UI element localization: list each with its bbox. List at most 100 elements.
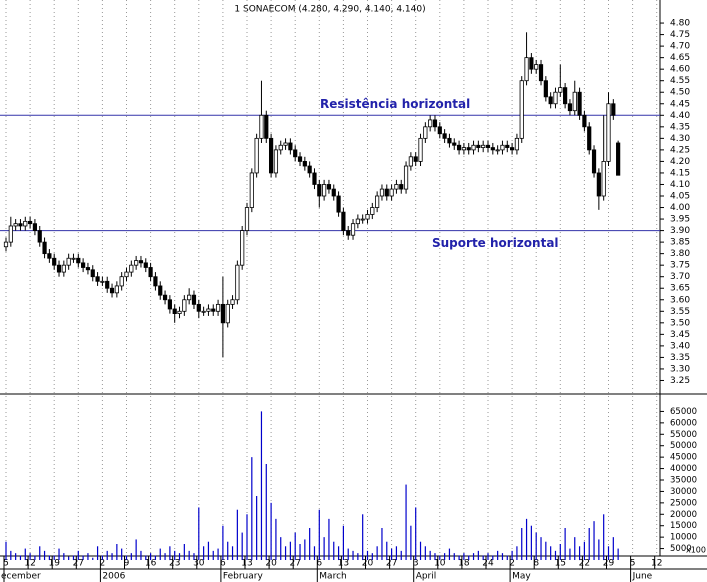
- candle-body: [215, 303, 221, 312]
- x-tick-label: 29: [603, 559, 615, 569]
- candle-body: [32, 223, 38, 231]
- y-tick-label: 3.45: [670, 330, 690, 340]
- candle-body: [341, 211, 346, 231]
- candle-body: [360, 218, 365, 221]
- y2-tick-label: 65000: [670, 407, 697, 417]
- candle-body: [509, 147, 515, 151]
- y2-tick-label: 40000: [670, 464, 697, 474]
- y2-tick-label: 5000: [670, 544, 692, 554]
- candle-body: [235, 264, 240, 301]
- x-tick-label: 8: [533, 559, 539, 569]
- y-tick-label: 4.10: [670, 180, 690, 190]
- candle-body: [278, 144, 283, 151]
- candle-body: [297, 156, 303, 162]
- candle-body: [206, 308, 211, 312]
- candle-body: [408, 156, 413, 167]
- candle-body: [71, 257, 76, 260]
- candle-body: [322, 184, 327, 197]
- x-tick-label: 5: [630, 559, 636, 569]
- candle-body: [283, 142, 288, 146]
- candle-body: [143, 262, 148, 268]
- y-tick-label: 4.60: [670, 65, 690, 75]
- y-tick-label: 4.70: [670, 42, 690, 52]
- x-tick-label: 30: [193, 559, 205, 569]
- y-tick-label: 4.15: [670, 168, 690, 178]
- candle-body: [490, 147, 495, 151]
- y-tick-label: 3.55: [670, 307, 690, 317]
- candle-body: [109, 287, 115, 294]
- y2-tick-label: 30000: [670, 487, 697, 497]
- candle-body: [230, 299, 235, 305]
- candle-body: [394, 184, 399, 190]
- candle-body: [591, 149, 597, 174]
- candle-body: [611, 103, 616, 116]
- horizontal-line-label: Resistência horizontal: [320, 97, 470, 111]
- candle-body: [326, 184, 332, 190]
- candle-body: [452, 142, 457, 146]
- candle-body: [447, 137, 452, 144]
- x-tick-label: 5: [3, 559, 9, 569]
- candle-body: [177, 310, 182, 315]
- y2-tick-label: 60000: [670, 418, 697, 428]
- candle-body: [302, 161, 307, 167]
- y2-tick-label: 55000: [670, 430, 697, 440]
- candle-body: [403, 165, 409, 190]
- x-tick-label: 6: [316, 559, 322, 569]
- y-tick-label: 4.35: [670, 122, 690, 132]
- candle-body: [500, 144, 505, 151]
- candle-body: [399, 184, 404, 190]
- candle-body: [601, 161, 606, 197]
- candle-body: [442, 133, 447, 139]
- candle-body: [336, 195, 341, 213]
- candle-body: [148, 267, 153, 278]
- candle-body: [76, 257, 81, 264]
- candle-body: [52, 257, 57, 266]
- month-label: May: [512, 572, 531, 582]
- y-tick-label: 4.20: [670, 157, 690, 167]
- month-label: June: [632, 572, 653, 582]
- x-tick-label: 19: [48, 559, 60, 569]
- candle-body: [529, 57, 534, 70]
- candle-body: [61, 264, 66, 273]
- candle-body: [577, 91, 582, 116]
- candle-body: [293, 149, 298, 158]
- y-tick-label: 3.25: [670, 376, 690, 386]
- x-tick-label: 18: [458, 559, 470, 569]
- candle-body: [350, 223, 356, 236]
- candle-body: [558, 87, 563, 93]
- candle-body: [519, 80, 524, 139]
- candle-body: [534, 64, 539, 70]
- y-tick-label: 4.45: [670, 99, 690, 109]
- candle-body: [47, 253, 52, 259]
- candle-body: [23, 220, 28, 227]
- candle-body: [432, 119, 438, 128]
- candle-body: [616, 142, 621, 176]
- candle-body: [85, 267, 91, 271]
- y2-tick-label: 15000: [670, 521, 697, 531]
- candle-body: [129, 264, 134, 273]
- candle-body: [413, 156, 418, 162]
- candle-body: [375, 195, 380, 208]
- candle-body: [105, 280, 110, 289]
- y-tick-label: 3.75: [670, 261, 690, 271]
- x-tick-label: 23: [169, 559, 180, 569]
- candle-body: [370, 207, 375, 215]
- horizontal-line-label: Suporte horizontal: [432, 236, 559, 250]
- candle-body: [379, 188, 385, 197]
- volume-unit: x100: [686, 546, 706, 555]
- month-label: ecember: [1, 572, 41, 582]
- x-tick-label: 24: [482, 559, 494, 569]
- candle-body: [543, 80, 548, 98]
- candle-body: [476, 144, 481, 148]
- candle-body: [182, 299, 187, 312]
- candle-body: [167, 299, 172, 310]
- candle-body: [100, 280, 105, 283]
- candle-body: [418, 137, 423, 162]
- candle-body: [124, 271, 129, 278]
- x-tick-label: 16: [145, 559, 157, 569]
- candle-body: [37, 230, 42, 243]
- y-tick-label: 4.75: [670, 30, 690, 40]
- x-tick-label: 2: [509, 559, 515, 569]
- candle-body: [331, 188, 336, 197]
